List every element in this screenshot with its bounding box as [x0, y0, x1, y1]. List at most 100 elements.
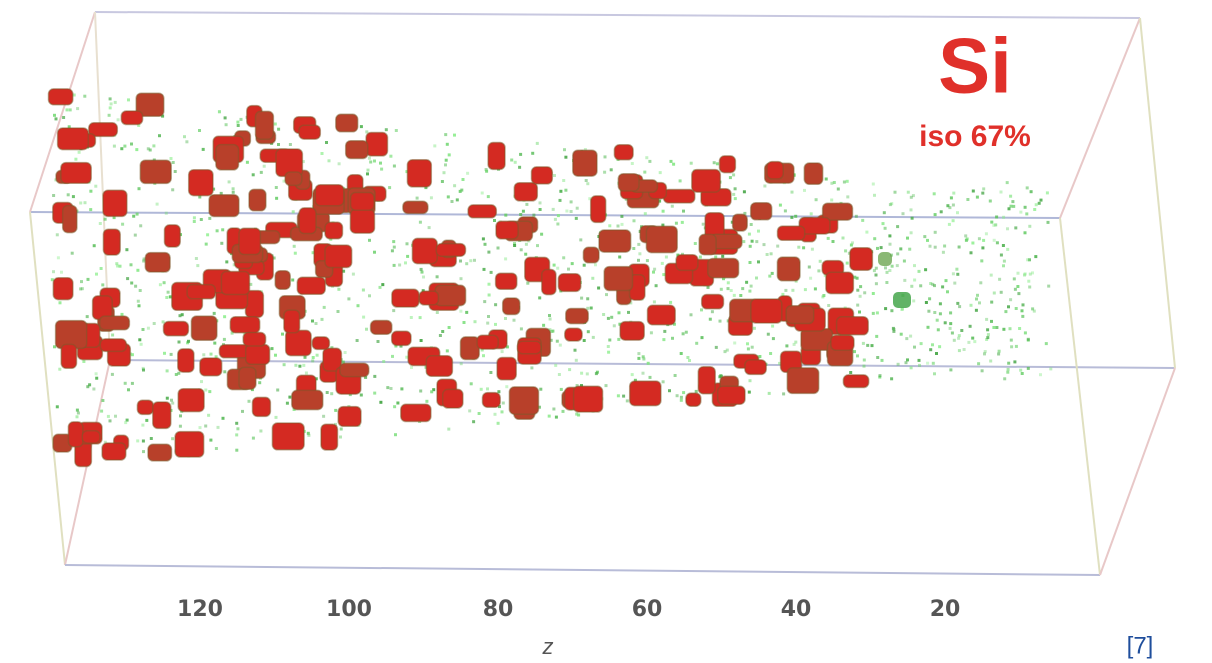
- atom-cloud: [47, 88, 1053, 468]
- green-atom: [86, 385, 90, 389]
- green-atom: [952, 338, 956, 342]
- green-atom: [525, 202, 529, 206]
- green-atom: [1002, 264, 1005, 268]
- green-atom: [632, 219, 636, 223]
- green-atom: [769, 252, 773, 256]
- green-atom: [480, 191, 484, 195]
- green-atom: [1006, 370, 1010, 374]
- green-atom: [637, 356, 641, 360]
- green-atom: [71, 195, 75, 199]
- green-atom: [604, 384, 608, 388]
- green-atom: [747, 390, 751, 394]
- green-atom: [504, 213, 508, 217]
- green-atom: [778, 203, 782, 207]
- green-atom: [938, 312, 942, 316]
- green-atom: [726, 287, 730, 291]
- green-atom: [958, 305, 962, 309]
- si-cluster: [766, 160, 784, 180]
- green-atom: [113, 100, 117, 104]
- si-cluster: [707, 257, 740, 279]
- green-atom: [241, 409, 244, 413]
- green-atom: [558, 198, 562, 202]
- si-cluster: [238, 366, 257, 390]
- green-atom: [392, 263, 396, 267]
- green-atom: [356, 304, 360, 308]
- green-atom: [554, 363, 558, 367]
- green-atom: [855, 276, 859, 280]
- green-atom: [1006, 227, 1009, 231]
- green-atom: [586, 297, 590, 301]
- green-atom: [771, 324, 775, 328]
- green-atom: [493, 219, 496, 222]
- green-atom: [127, 98, 130, 102]
- green-atom: [912, 299, 916, 303]
- green-atom: [311, 319, 314, 323]
- tick-label: 60: [632, 597, 663, 622]
- green-atom: [909, 366, 913, 370]
- green-atom: [1039, 373, 1042, 377]
- green-atom: [120, 147, 124, 151]
- green-atom: [85, 315, 89, 319]
- green-atom: [393, 405, 397, 409]
- green-atom: [952, 191, 956, 195]
- green-atom: [971, 189, 975, 193]
- green-atom: [888, 203, 892, 207]
- green-atom: [519, 248, 523, 252]
- green-atom: [337, 287, 341, 291]
- green-atom: [359, 125, 363, 129]
- green-atom: [689, 313, 693, 317]
- green-atom: [603, 155, 607, 159]
- green-atom: [700, 336, 704, 340]
- green-atom: [645, 259, 649, 263]
- green-atom: [382, 360, 386, 363]
- green-atom: [224, 123, 228, 127]
- green-atom: [390, 249, 394, 253]
- green-atom: [336, 310, 340, 313]
- green-atom: [62, 116, 66, 119]
- green-atom: [373, 250, 376, 254]
- green-atom: [171, 437, 175, 441]
- green-atom: [936, 328, 940, 332]
- green-atom: [723, 350, 727, 354]
- green-atom: [272, 256, 276, 260]
- green-atom: [86, 277, 90, 281]
- green-atom: [746, 347, 750, 351]
- green-atom: [679, 352, 683, 355]
- green-atom: [913, 345, 916, 349]
- green-atom: [177, 371, 181, 375]
- green-atom: [670, 204, 674, 208]
- si-cluster: [476, 334, 499, 350]
- green-atom: [384, 128, 388, 132]
- green-atom: [200, 380, 203, 384]
- green-atom: [419, 267, 423, 271]
- green-atom: [902, 259, 906, 263]
- box-edge: [64, 564, 1101, 576]
- green-atom: [236, 120, 240, 124]
- green-atom: [169, 352, 173, 356]
- green-atom: [158, 134, 161, 138]
- green-atom: [878, 375, 882, 379]
- green-atom: [994, 223, 998, 227]
- green-atom: [270, 347, 274, 351]
- green-atom: [161, 320, 165, 324]
- green-atom: [111, 333, 115, 337]
- green-atom: [844, 249, 848, 253]
- green-atom: [648, 375, 652, 379]
- green-atom: [355, 339, 359, 342]
- green-atom: [251, 173, 255, 177]
- green-atom: [876, 356, 880, 359]
- green-atom: [103, 217, 107, 221]
- green-atom: [185, 140, 189, 144]
- green-atom: [394, 433, 397, 437]
- green-atom: [783, 209, 787, 213]
- green-atom: [652, 270, 655, 274]
- green-atom: [207, 413, 211, 417]
- si-cluster: [830, 334, 855, 351]
- si-cluster: [598, 229, 632, 253]
- green-atom: [766, 332, 770, 336]
- green-atom: [776, 244, 780, 248]
- si-cluster: [99, 338, 128, 353]
- si-cluster: [248, 188, 267, 212]
- green-atom: [732, 173, 736, 177]
